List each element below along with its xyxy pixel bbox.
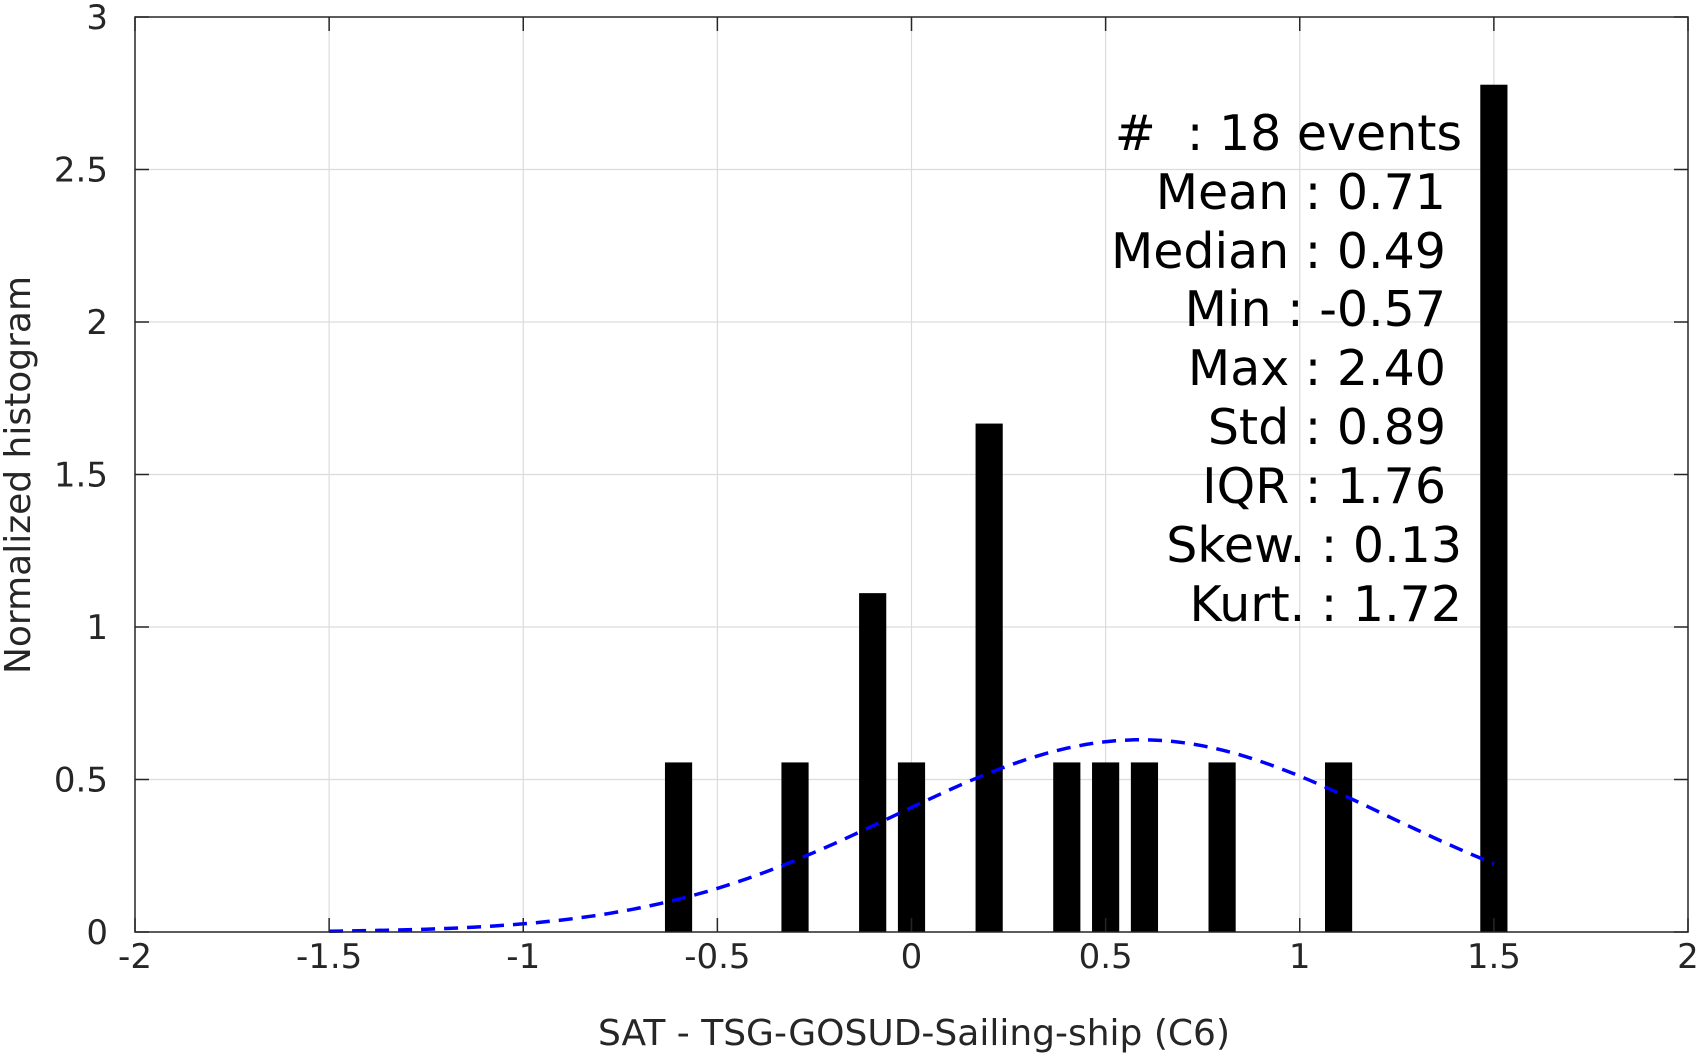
y-tick-label: 0 <box>86 913 108 953</box>
stats-kurt: Kurt. : 1.72 <box>1190 576 1462 633</box>
y-tick-label: 1 <box>86 608 108 648</box>
axes <box>134 16 1689 933</box>
stats-std: Std : 0.89 <box>1208 399 1446 456</box>
stats-median: Median : 0.49 <box>1111 223 1446 280</box>
x-tick-label: 0.5 <box>1079 937 1133 977</box>
y-axis-label: Normalized histogram <box>0 276 39 674</box>
histogram-bar <box>664 762 693 932</box>
y-tick-label: 2.5 <box>54 151 108 191</box>
stats-iqr: IQR : 1.76 <box>1202 458 1446 515</box>
stats-annotation: # : 18 events Mean : 0.71 Median : 0.49 … <box>1111 105 1462 633</box>
x-tick-label: -1.5 <box>296 937 362 977</box>
histogram-bar <box>859 593 887 932</box>
stats-mean: Mean : 0.71 <box>1156 164 1446 221</box>
histogram-bar <box>1480 84 1508 932</box>
y-tick-label: 3 <box>86 0 108 38</box>
x-tick-label: 0 <box>901 937 923 977</box>
histogram-bar <box>1053 762 1081 932</box>
x-tick-label: -2 <box>118 937 152 977</box>
x-tick-label: -1 <box>506 937 540 977</box>
x-tick-label: 1 <box>1289 937 1311 977</box>
x-tick-label: 1.5 <box>1467 937 1521 977</box>
stats-skew: Skew. : 0.13 <box>1166 517 1462 574</box>
x-axis-label: SAT - TSG-GOSUD-Sailing-ship (C6) <box>598 1013 1230 1054</box>
histogram-bar <box>1208 762 1236 932</box>
grid-lines <box>135 17 1688 932</box>
y-tick-label: 0.5 <box>54 761 108 801</box>
histogram-bar <box>1130 762 1159 932</box>
x-tick-label: -0.5 <box>684 937 750 977</box>
histogram-bar <box>975 423 1003 932</box>
histogram-bars <box>664 84 1508 932</box>
histogram-bar <box>781 762 809 932</box>
y-tick-label: 2 <box>86 303 108 343</box>
stats-min: Min : -0.57 <box>1185 281 1446 338</box>
y-tick-label: 1.5 <box>54 456 108 496</box>
x-tick-label: 2 <box>1677 937 1699 977</box>
stats-max: Max : 2.40 <box>1188 340 1446 397</box>
histogram-bar <box>897 762 926 932</box>
histogram-bar <box>1092 762 1120 932</box>
tick-labels: -2 -1.5 -1 -0.5 0 0.5 1 1.5 2 0 0.5 1 1.5 2 2.5 3 <box>54 0 1699 977</box>
stats-events: # : 18 events <box>1115 105 1462 162</box>
